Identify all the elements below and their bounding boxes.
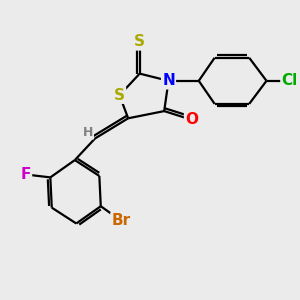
Text: H: H (82, 126, 93, 139)
Text: S: S (114, 88, 125, 103)
Text: S: S (134, 34, 145, 50)
Text: Br: Br (111, 213, 130, 228)
Text: Cl: Cl (281, 73, 298, 88)
Text: F: F (21, 167, 31, 182)
Text: O: O (185, 112, 198, 127)
Text: N: N (162, 73, 175, 88)
